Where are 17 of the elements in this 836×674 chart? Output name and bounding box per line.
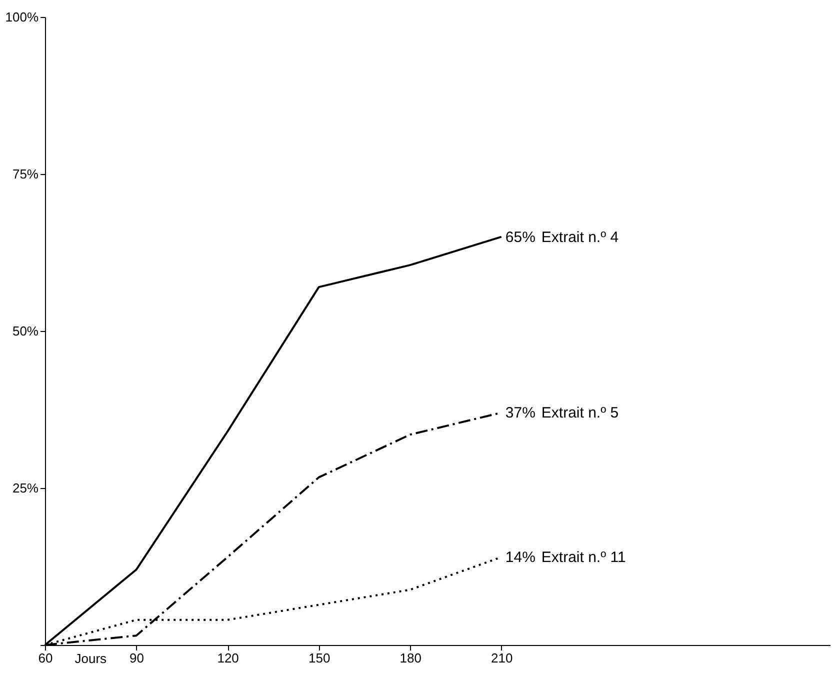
text: Extrait n.º 5 [541,404,619,422]
x-tick-label: 150 [308,650,330,666]
data-label: 14% [505,549,536,566]
y-tick-label: 75% [12,166,39,182]
text: Extrait n.º 11 [541,549,626,566]
x-tick-label: 180 [400,650,422,666]
x-axis-title: Jours [74,651,108,666]
x-tick-label: 90 [130,650,144,666]
x-tick-label: 60 [38,650,53,666]
text: Extrait n.º 4 [541,228,619,246]
y-tick-label: 50% [12,324,39,338]
x-tick-label: 120 [217,650,239,666]
y-tick-label: 25% [12,480,39,496]
y-tick-label: 100% [5,10,39,24]
data-label: 65% [505,228,536,246]
data-label: 37% [505,404,536,422]
x-tick-label: 210 [491,650,513,666]
